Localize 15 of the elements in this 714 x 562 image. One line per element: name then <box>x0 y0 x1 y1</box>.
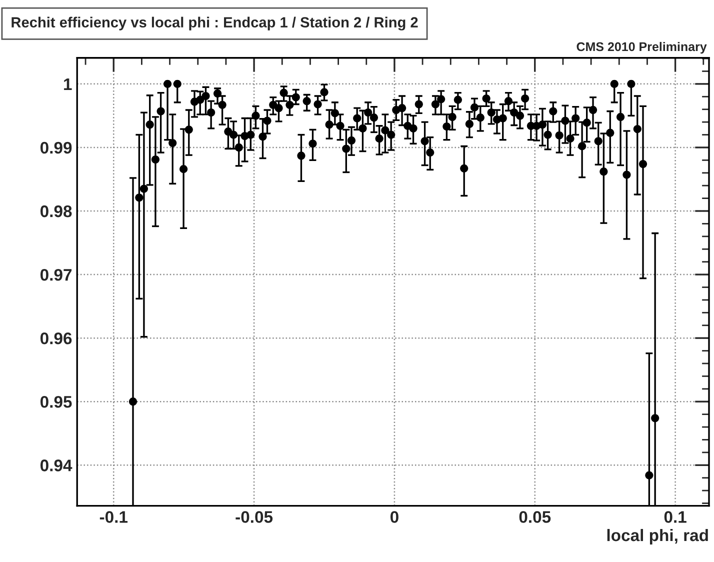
x-tick-label: 0.05 <box>519 511 551 523</box>
x-tick-label: 0.1 <box>664 511 686 523</box>
x-tick-label: 0 <box>390 511 398 523</box>
x-tick-label: -0.1 <box>100 511 128 523</box>
y-tick-label: 0.96 <box>40 332 72 344</box>
y-tick-label: 1 <box>64 78 72 90</box>
y-tick-label: 0.94 <box>40 460 72 472</box>
y-tick-label: 0.99 <box>40 142 72 154</box>
chart-title: Rechit efficiency vs local phi : Endcap 1 / Station 2 / Ring 2 <box>12 16 418 30</box>
text: CMS 2010 Preliminary <box>576 42 707 54</box>
y-tick-label: 0.95 <box>40 396 72 408</box>
x-axis-title: local phi, rad <box>607 528 708 545</box>
y-tick-label: 0.98 <box>40 205 72 218</box>
x-tick-label: -0.05 <box>236 511 273 523</box>
y-tick-label: 0.97 <box>40 268 72 281</box>
